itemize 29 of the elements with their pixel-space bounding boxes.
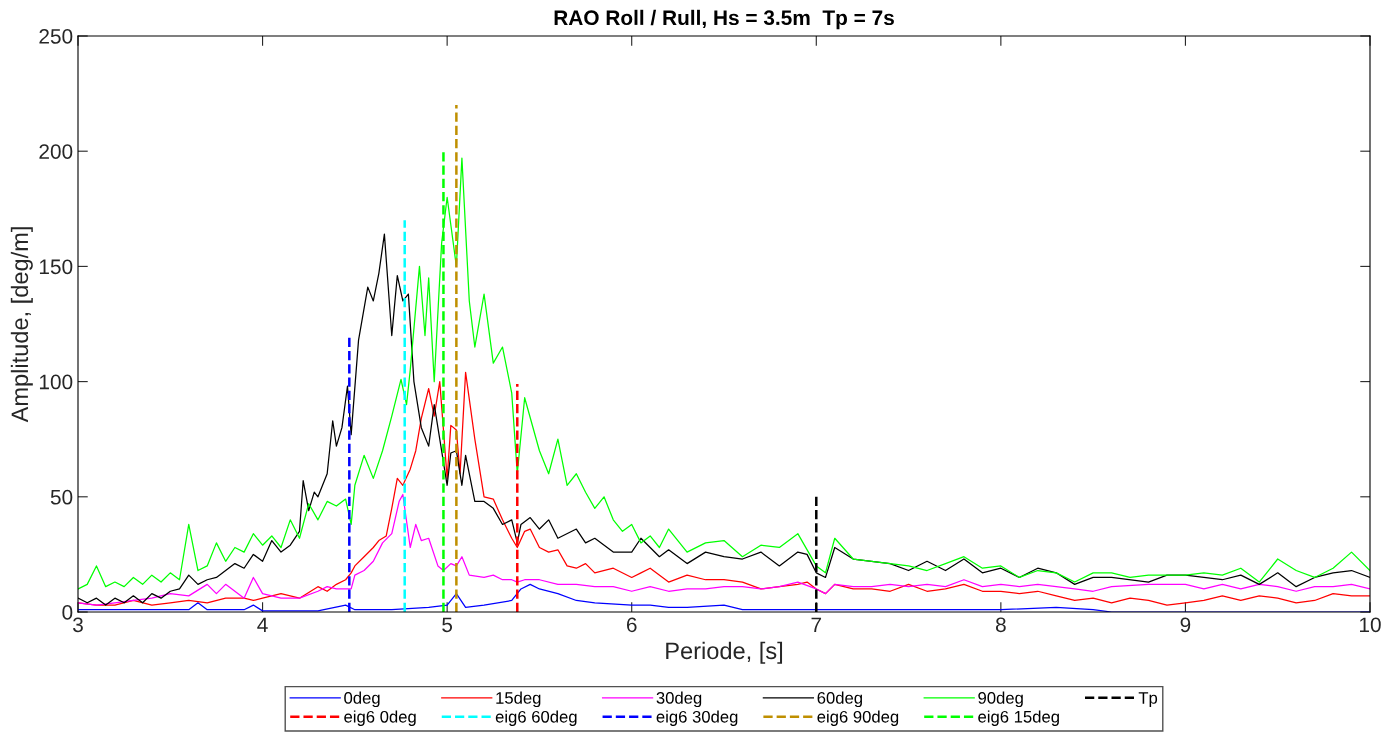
legend-label: 60deg bbox=[817, 691, 862, 708]
y-tick-label: 150 bbox=[39, 259, 73, 275]
x-tick-label: 3 bbox=[73, 617, 83, 633]
x-tick-label: 7 bbox=[811, 617, 822, 632]
x-tick-label: 8 bbox=[995, 617, 1006, 633]
legend-label: eig6 0deg bbox=[344, 710, 416, 726]
x-tick-label: 5 bbox=[442, 617, 453, 633]
y-axis-title: Amplitude, [deg/m] bbox=[10, 227, 33, 423]
x-tick-label: 6 bbox=[626, 617, 637, 633]
legend-label: eig6 30deg bbox=[656, 710, 738, 726]
legend-label: 30deg bbox=[656, 691, 702, 708]
legend-label: 90deg bbox=[978, 691, 1023, 708]
x-tick-label: 10 bbox=[1360, 617, 1381, 633]
line-series bbox=[78, 493, 1370, 606]
chart-title: RAO Roll / Rull, Hs = 3.5m Tp = 7s bbox=[554, 9, 894, 30]
legend-label: eig6 60deg bbox=[495, 710, 577, 726]
y-tick-label: 0 bbox=[62, 605, 73, 620]
legend-label: 0deg bbox=[344, 691, 380, 708]
x-tick-label: 4 bbox=[257, 617, 268, 632]
y-tick-label: 50 bbox=[50, 489, 73, 505]
x-tick-label: 9 bbox=[1180, 617, 1191, 633]
y-tick-label: 250 bbox=[39, 29, 73, 44]
x-axis-title: Periode, [s] bbox=[666, 641, 783, 664]
legend-label: eig6 90deg bbox=[817, 710, 899, 726]
legend-label: Tp bbox=[1138, 692, 1158, 708]
legend-label: eig6 15deg bbox=[978, 710, 1059, 726]
legend-label: 15deg bbox=[496, 691, 541, 708]
y-tick-label: 100 bbox=[39, 374, 73, 390]
y-tick-label: 200 bbox=[39, 144, 73, 159]
